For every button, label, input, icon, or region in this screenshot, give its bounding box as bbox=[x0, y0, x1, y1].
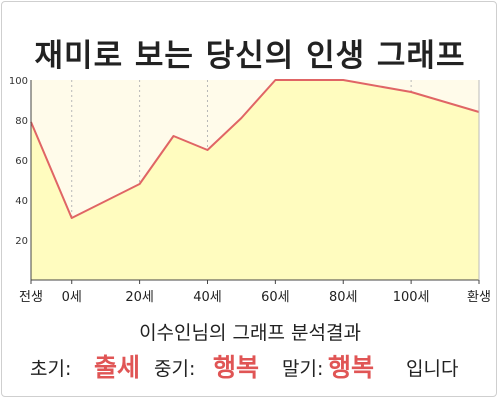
y-tick-label: 60 bbox=[15, 156, 28, 167]
y-tick-label: 40 bbox=[15, 196, 28, 207]
early-value: 출세 bbox=[94, 353, 141, 382]
x-tick-label: 전생 bbox=[19, 290, 43, 305]
x-tick-label: 100세 bbox=[393, 290, 430, 305]
x-tick-label: 20세 bbox=[125, 290, 154, 305]
area-fill bbox=[31, 80, 479, 280]
y-tick-label: 20 bbox=[15, 236, 28, 247]
analysis-heading: 이수인님의 그래프 분석결과 bbox=[139, 322, 361, 344]
x-tick-label: 60세 bbox=[261, 290, 290, 305]
y-tick-label: 100 bbox=[9, 76, 28, 87]
x-tick-label: 40세 bbox=[193, 290, 222, 305]
series-line bbox=[30, 79, 480, 219]
analysis-result: 초기: 출세 중기: 행복 말기: 행복 입니다 bbox=[0, 346, 500, 386]
middle-value: 행복 bbox=[213, 353, 260, 382]
y-tick-label: 80 bbox=[15, 116, 28, 127]
late-label: 말기: bbox=[282, 358, 324, 380]
x-tick-label: 80세 bbox=[329, 290, 358, 305]
chart-title: 재미로 보는 당신의 인생 그래프 bbox=[34, 38, 466, 74]
early-label: 초기: bbox=[30, 358, 72, 380]
x-tick-label: 0세 bbox=[62, 290, 82, 305]
late-value: 행복 bbox=[328, 353, 375, 382]
result-suffix: 입니다 bbox=[406, 358, 459, 380]
middle-label: 중기: bbox=[154, 358, 196, 380]
x-tick-label: 환생 bbox=[467, 290, 491, 305]
